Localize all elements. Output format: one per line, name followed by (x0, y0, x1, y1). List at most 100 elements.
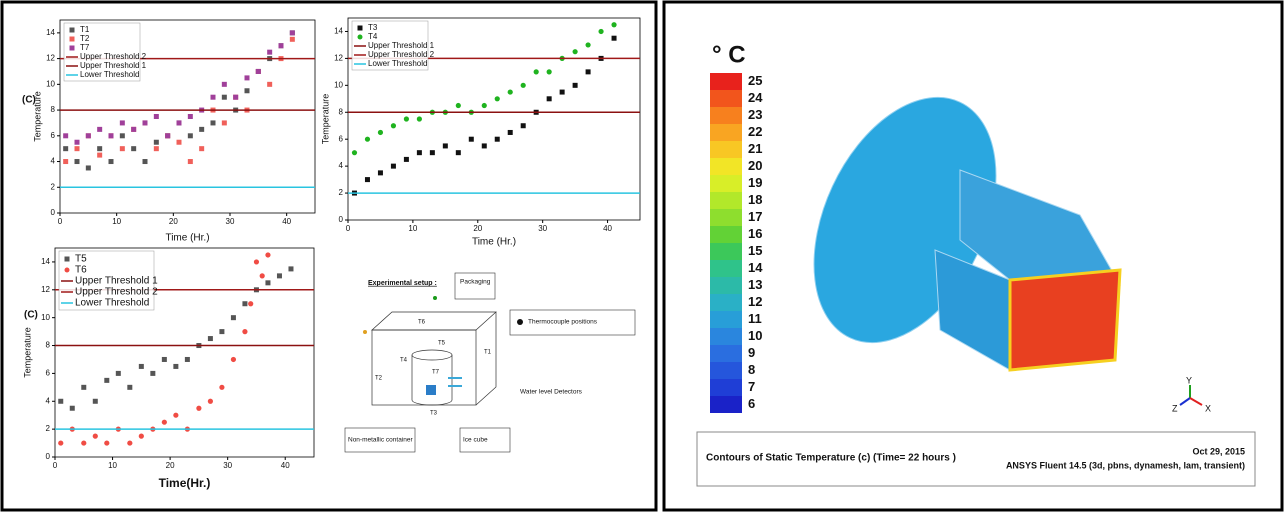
point (546, 96, 552, 102)
contour-panel: ° C Y Z X Contours of Static Temperature… (696, 41, 1256, 487)
box-front (371, 329, 477, 406)
colorbar-cell (710, 158, 742, 175)
point (104, 377, 110, 383)
setup-diagram: Experimental setup : Packaging Thermocoup… (344, 272, 636, 453)
x-axis-label: Time(Hr.) (159, 476, 211, 490)
point (97, 146, 103, 152)
point (429, 150, 435, 156)
legend-label: Upper Threshold 1 (80, 61, 147, 70)
point (289, 30, 295, 36)
point (267, 81, 273, 87)
x-tick-label: 20 (169, 217, 178, 226)
point (104, 440, 110, 446)
point (81, 440, 87, 446)
colorbar-cell (710, 379, 742, 396)
diagram-label: T2 (375, 376, 383, 382)
point (520, 82, 526, 88)
plot-area (347, 17, 641, 221)
diagram-label: T3 (430, 411, 438, 417)
point (468, 136, 474, 142)
point (69, 405, 75, 411)
x-tick-label: 20 (166, 461, 175, 470)
box-side (475, 312, 497, 406)
legend-label: T4 (368, 32, 378, 41)
point (165, 133, 171, 139)
point (377, 170, 383, 176)
colorbar-label: 15 (748, 243, 762, 258)
point (74, 159, 80, 165)
point (233, 94, 239, 100)
colorbar-label: 25 (748, 73, 762, 88)
point (119, 133, 125, 139)
diagram-label: Non-metallic container (348, 437, 414, 444)
point (131, 146, 137, 152)
legend-label: T1 (80, 25, 90, 34)
point (108, 133, 114, 139)
y-tick-label: 10 (334, 80, 343, 89)
point (289, 36, 295, 42)
diagram-label: T4 (400, 358, 408, 364)
colorbar-cell (710, 277, 742, 294)
caption: Contours of Static Temperature (c) (Time… (706, 453, 956, 464)
point (127, 440, 133, 446)
point (150, 370, 156, 376)
diagram-label: T5 (438, 341, 446, 347)
colorbar-cell (710, 141, 742, 158)
y-tick-label: 8 (51, 105, 56, 114)
point (81, 384, 87, 390)
caption-box (696, 431, 1256, 487)
colorbar-cell (710, 243, 742, 260)
point (153, 114, 159, 119)
x-tick-label: 30 (226, 217, 235, 226)
point (173, 412, 179, 418)
diagram-label: Thermocouple positions (528, 319, 598, 326)
point (416, 150, 422, 156)
axis-label: Z (1172, 403, 1178, 413)
axis-z (1179, 397, 1191, 406)
x-tick-label: 10 (408, 224, 417, 233)
colorbar-unit: ° C (712, 41, 746, 68)
point (173, 363, 179, 369)
point (255, 68, 261, 74)
x-tick-label: 0 (346, 224, 351, 233)
unit-annotation: (C) (22, 95, 36, 106)
point (207, 398, 213, 404)
x-tick-label: 0 (58, 217, 63, 226)
colorbar-label: 21 (748, 141, 762, 156)
axis-label: Y (1186, 375, 1192, 385)
y-tick-label: 10 (46, 79, 55, 88)
colorbar-cell (710, 73, 742, 90)
point (598, 28, 604, 35)
point (507, 89, 513, 95)
x-tick-label: 40 (282, 217, 291, 226)
y-tick-label: 2 (339, 188, 344, 197)
packaging-box (454, 272, 496, 300)
legend-marker (69, 45, 75, 51)
diagram-title: Experimental setup : (368, 280, 437, 287)
y-tick-label: 2 (46, 424, 51, 433)
point (364, 177, 370, 183)
legend-label: Upper Threshold 2 (80, 52, 147, 61)
sensor (433, 296, 437, 300)
point (455, 102, 461, 109)
date: Oct 29, 2015 (1192, 446, 1245, 456)
legend-marker (357, 25, 363, 31)
point (210, 94, 216, 100)
point (520, 123, 526, 129)
point (127, 384, 133, 390)
point (199, 146, 205, 152)
y-tick-label: 6 (339, 134, 344, 143)
point (63, 133, 69, 139)
colorbar-cell (710, 175, 742, 192)
y-tick-label: 14 (41, 257, 50, 266)
y-tick-label: 0 (339, 215, 344, 224)
colorbar-label: 9 (748, 345, 755, 360)
x-tick-label: 10 (112, 217, 121, 226)
point (403, 156, 409, 162)
point (559, 89, 565, 95)
point (74, 146, 80, 152)
x-tick-label: 30 (538, 224, 547, 233)
point (92, 433, 98, 439)
point (219, 384, 225, 390)
